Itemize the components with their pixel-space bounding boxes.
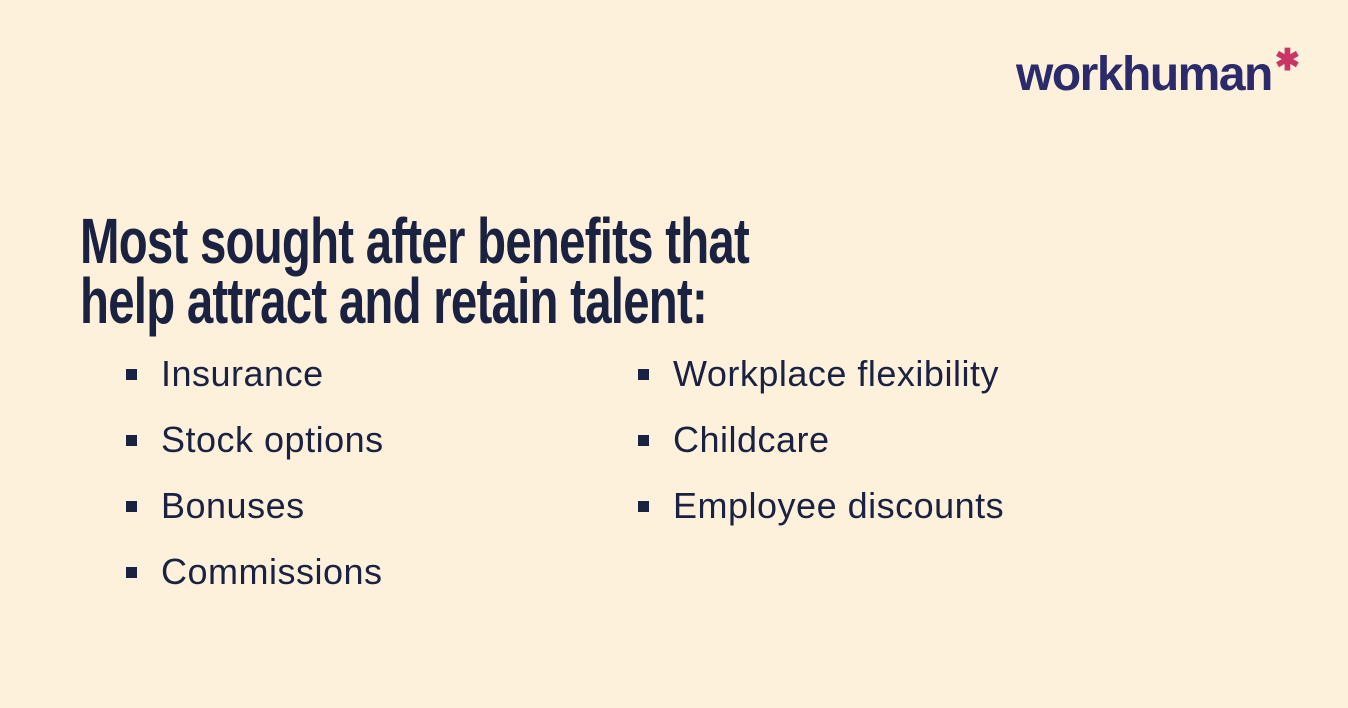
asterisk-icon: ✱ [1274,44,1300,77]
list-item: Insurance [126,341,384,407]
workhuman-logo-text: workhuman [1015,48,1273,101]
page-title: Most sought after benefits that help att… [80,204,750,337]
list-item: Bonuses [126,473,384,539]
benefit-label: Insurance [161,353,324,394]
benefit-label: Commissions [161,551,383,592]
square-bullet-icon [126,434,137,446]
list-item: Commissions [126,539,384,605]
square-bullet-icon [126,500,137,512]
workhuman-logo: workhuman ✱ [1015,46,1300,101]
square-bullet-icon [126,368,137,380]
list-item: Childcare [638,407,1004,473]
page-title-line-2: help attract and retain talent: [80,264,708,337]
benefit-label: Bonuses [161,485,305,526]
list-item: Employee discounts [638,473,1004,539]
square-bullet-icon [638,434,649,446]
square-bullet-icon [638,500,649,512]
benefit-label: Stock options [161,419,384,460]
page-title-line-1: Most sought after benefits that [80,204,750,277]
square-bullet-icon [638,368,649,380]
benefits-list-right: Workplace flexibility Childcare Employee… [638,341,1004,539]
benefit-label: Employee discounts [673,485,1005,526]
benefit-label: Workplace flexibility [673,353,999,394]
square-bullet-icon [126,566,137,578]
benefits-list-left: Insurance Stock options Bonuses Commissi… [126,341,384,605]
benefit-label: Childcare [673,419,830,460]
list-item: Stock options [126,407,384,473]
list-item: Workplace flexibility [638,341,1004,407]
